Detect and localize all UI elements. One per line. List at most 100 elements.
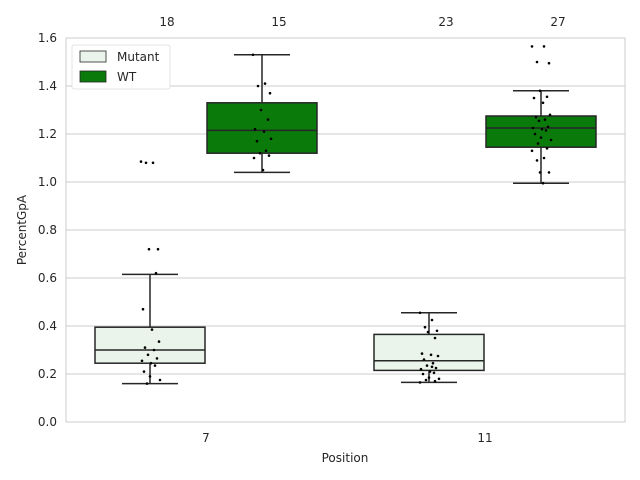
count-label: 27 — [550, 15, 565, 29]
data-point — [530, 45, 534, 48]
data-point — [424, 378, 428, 382]
data-point — [433, 336, 437, 340]
data-point — [539, 136, 543, 139]
x-tick-labels: 7 11 — [202, 431, 492, 445]
data-point — [536, 142, 540, 145]
data-point — [546, 125, 550, 129]
data-point — [430, 318, 434, 322]
data-point — [436, 354, 440, 358]
data-point — [427, 376, 431, 379]
data-point — [261, 168, 265, 172]
data-point — [418, 311, 422, 315]
data-point — [154, 271, 158, 275]
data-point — [263, 82, 267, 85]
y-tick-label: 1.0 — [38, 175, 57, 189]
data-point — [262, 130, 266, 133]
box-series — [94, 54, 597, 385]
data-point — [428, 370, 432, 373]
box-wt-7 — [206, 102, 318, 154]
data-point — [429, 353, 433, 357]
box-mutant-7 — [94, 326, 206, 364]
data-point — [251, 53, 255, 57]
count-label: 23 — [438, 15, 453, 29]
data-point — [432, 371, 436, 375]
data-point — [425, 364, 429, 367]
data-point — [151, 161, 155, 165]
data-point — [139, 160, 143, 163]
data-point — [143, 346, 147, 349]
legend-swatch-mutant — [79, 50, 107, 63]
data-point — [269, 137, 273, 141]
data-point — [433, 379, 437, 383]
data-point — [532, 96, 536, 100]
data-point — [158, 378, 162, 382]
data-point — [538, 89, 542, 93]
data-point — [148, 375, 152, 378]
data-point — [423, 325, 427, 329]
data-point — [549, 138, 553, 142]
y-tick-label: 1.6 — [38, 31, 57, 45]
data-point — [547, 171, 551, 174]
data-point — [156, 247, 160, 251]
data-point — [545, 95, 549, 99]
data-point — [140, 359, 144, 363]
data-point — [141, 307, 145, 311]
data-point — [541, 181, 545, 185]
count-annotations: 18 23 15 27 — [159, 15, 565, 29]
box-wt-11 — [485, 115, 597, 148]
data-point — [548, 113, 552, 117]
data-point — [268, 91, 272, 95]
data-point — [153, 364, 157, 367]
data-point — [256, 84, 260, 88]
data-point — [147, 247, 151, 251]
data-point — [157, 340, 161, 343]
box-mutant-11 — [373, 333, 485, 372]
legend: Mutant WT — [71, 44, 171, 90]
data-point — [255, 139, 259, 143]
x-tick-label: 11 — [477, 431, 492, 445]
data-point — [435, 329, 439, 333]
data-point — [534, 115, 538, 119]
data-point — [540, 127, 544, 131]
y-tick-label: 0.8 — [38, 223, 57, 237]
plot-frame — [65, 37, 626, 423]
data-point — [264, 149, 268, 153]
legend-label-wt: WT — [117, 70, 137, 84]
data-point — [266, 118, 270, 121]
y-tick-labels: 0.0 0.2 0.4 0.6 0.8 1.0 1.2 1.4 1.6 — [38, 31, 57, 429]
data-point — [253, 127, 257, 131]
data-point — [434, 366, 438, 370]
data-point — [420, 352, 424, 355]
legend-swatch-wt — [79, 70, 107, 83]
y-tick-label: 1.2 — [38, 127, 57, 141]
y-axis-label: PercentGpA — [15, 194, 29, 265]
data-point — [149, 361, 153, 365]
data-point — [543, 118, 547, 121]
data-point — [146, 353, 150, 357]
data-point — [267, 154, 271, 157]
data-point — [419, 367, 423, 371]
data-point — [150, 328, 154, 331]
data-point — [152, 348, 156, 352]
data-point — [426, 330, 430, 334]
data-point — [430, 365, 434, 369]
count-label: 15 — [271, 15, 286, 29]
x-tick-label: 7 — [202, 431, 210, 445]
data-point — [155, 357, 159, 360]
legend-label-mutant: Mutant — [117, 50, 160, 64]
data-point — [252, 156, 256, 160]
data-point — [418, 381, 422, 384]
y-tick-label: 0.0 — [38, 415, 57, 429]
data-point — [259, 108, 263, 112]
data-point — [437, 377, 441, 381]
data-point — [531, 126, 535, 130]
data-point — [542, 45, 546, 48]
data-point — [145, 382, 149, 385]
data-point — [421, 372, 425, 376]
data-point — [142, 370, 146, 373]
data-point — [144, 161, 148, 165]
data-point — [538, 171, 542, 174]
x-axis-label: Position — [322, 451, 369, 465]
data-point — [547, 61, 551, 65]
